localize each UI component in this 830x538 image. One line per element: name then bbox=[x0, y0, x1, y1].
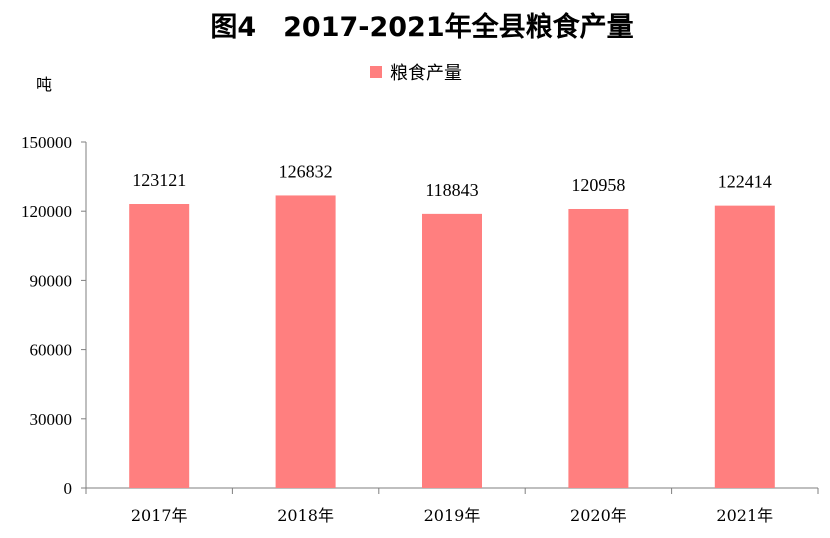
bar-series bbox=[129, 195, 775, 488]
x-tick-label: 2021年 bbox=[716, 506, 773, 525]
legend-label: 粮食产量 bbox=[390, 63, 462, 84]
x-tick-label: 2020年 bbox=[570, 506, 627, 525]
y-tick-label: 0 bbox=[64, 479, 73, 498]
data-label: 120958 bbox=[571, 175, 625, 195]
y-tick-label: 150000 bbox=[21, 133, 72, 152]
data-label: 122414 bbox=[718, 172, 772, 192]
y-axis: 0 30000 60000 90000 120000 150000 bbox=[21, 133, 87, 498]
data-label: 123121 bbox=[132, 170, 186, 190]
data-label: 118843 bbox=[425, 180, 478, 200]
bar bbox=[714, 205, 775, 488]
y-axis-unit-label: 吨 bbox=[36, 75, 52, 94]
y-tick-label: 90000 bbox=[30, 271, 73, 290]
data-label: 126832 bbox=[279, 161, 333, 181]
bar bbox=[422, 213, 482, 488]
chart-title: 图4 2017-2021年全县粮食产量 bbox=[210, 11, 633, 43]
y-tick-label: 120000 bbox=[21, 202, 72, 221]
bar bbox=[129, 204, 190, 488]
x-tick-label: 2018年 bbox=[277, 506, 334, 525]
y-tick-label: 60000 bbox=[30, 341, 73, 360]
x-tick-label: 2017年 bbox=[131, 506, 188, 525]
x-axis: 2017年 2018年 2019年 2020年 2021年 bbox=[85, 487, 819, 525]
x-tick-label: 2019年 bbox=[424, 506, 481, 525]
data-labels: 123121 126832 118843 120958 122414 bbox=[132, 161, 772, 199]
legend: 粮食产量 bbox=[370, 63, 462, 84]
bar bbox=[275, 195, 336, 488]
legend-swatch bbox=[370, 66, 382, 78]
y-tick-label: 30000 bbox=[30, 410, 73, 429]
bar bbox=[568, 208, 629, 488]
